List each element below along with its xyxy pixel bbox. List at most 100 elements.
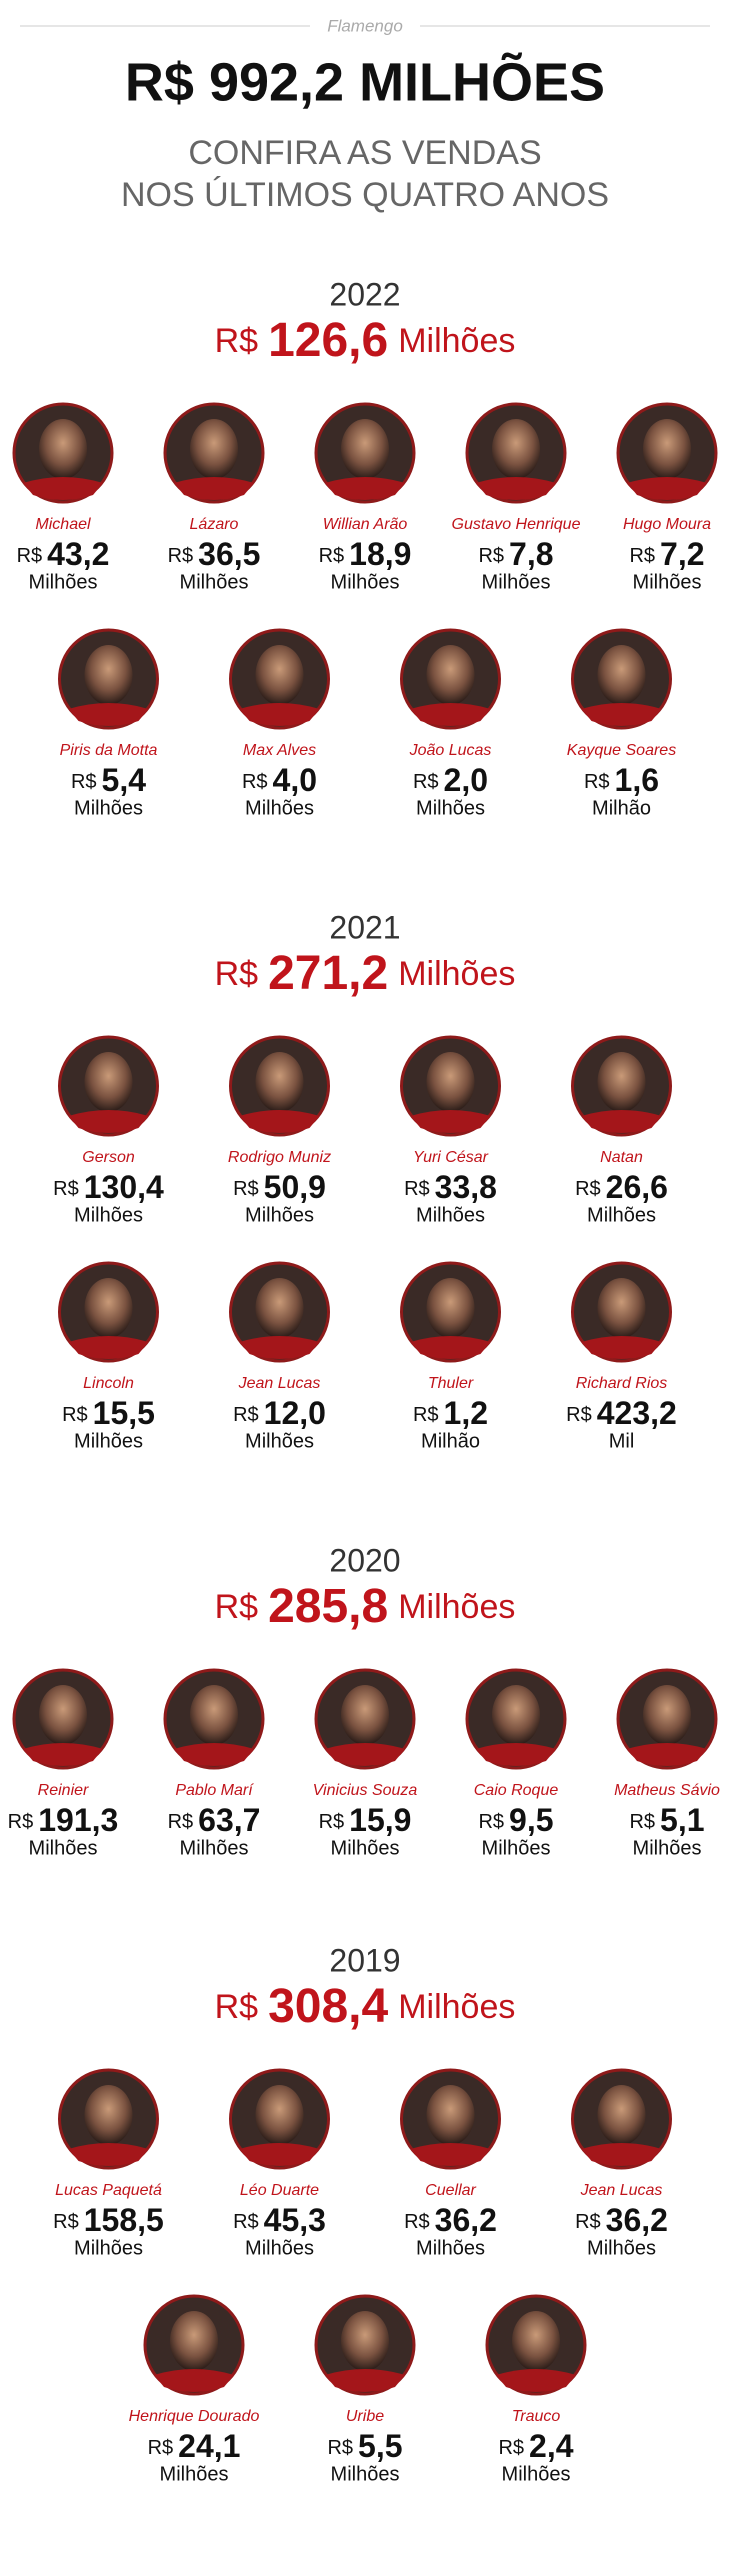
player-value: R$ 130,4 xyxy=(53,1169,164,1205)
player-value: R$ 15,9 xyxy=(319,1802,412,1838)
player-shirt xyxy=(325,1743,405,1766)
value-amount: 12,0 xyxy=(264,1395,326,1431)
value-currency: R$ xyxy=(575,2211,601,2233)
player-shirt xyxy=(476,477,556,500)
player-shirt xyxy=(23,1743,103,1766)
value-unit: Milhões xyxy=(416,2237,485,2259)
player-value: R$ 33,8 xyxy=(404,1169,497,1205)
total-unit: Milhões xyxy=(398,322,515,360)
value-amount: 63,7 xyxy=(198,1802,260,1838)
value-unit: Milhões xyxy=(331,1837,400,1859)
value-unit: Milhões xyxy=(331,571,400,593)
value-currency: R$ xyxy=(404,1178,430,1200)
player-face xyxy=(255,1052,304,1112)
player-face xyxy=(426,1052,475,1112)
value-currency: R$ xyxy=(53,2211,79,2233)
total-amount: 126,6 xyxy=(268,314,388,367)
player-shirt xyxy=(174,1743,254,1766)
player-face xyxy=(512,2311,560,2371)
value-amount: 36,5 xyxy=(198,536,260,572)
year: 2022 xyxy=(329,276,400,312)
value-unit: Milhões xyxy=(482,571,551,593)
player-name: Gustavo Henrique xyxy=(452,516,581,533)
player-value: R$ 9,5 xyxy=(478,1802,553,1838)
player-shirt xyxy=(239,2143,320,2166)
player-face xyxy=(84,1052,133,1112)
player-name: Max Alves xyxy=(243,742,316,759)
value-amount: 15,5 xyxy=(93,1395,155,1431)
player-face xyxy=(255,1278,304,1338)
player-shirt xyxy=(410,2143,491,2166)
player-value: R$ 191,3 xyxy=(8,1802,119,1838)
total-amount: 308,4 xyxy=(268,1980,388,2033)
player-shirt xyxy=(239,703,320,726)
value-unit: Milhões xyxy=(29,1837,98,1859)
player-face xyxy=(341,2311,389,2371)
player-face xyxy=(170,2311,218,2371)
player-value: R$ 423,2 xyxy=(566,1395,677,1431)
value-amount: 158,5 xyxy=(84,2202,164,2238)
value-amount: 24,1 xyxy=(178,2428,240,2464)
player-name: Matheus Sávio xyxy=(614,1782,720,1799)
player-face xyxy=(426,2085,475,2145)
value-currency: R$ xyxy=(319,545,345,567)
value-unit: Milhões xyxy=(180,1837,249,1859)
player-value: R$ 15,5 xyxy=(62,1395,155,1431)
value-amount: 5,5 xyxy=(358,2428,402,2464)
value-unit: Milhões xyxy=(502,2463,571,2485)
player-name: Hugo Moura xyxy=(623,516,711,533)
player-value: R$ 36,2 xyxy=(404,2202,497,2238)
year: 2021 xyxy=(329,909,400,945)
value-amount: 5,4 xyxy=(102,762,147,798)
year-total: R$ 271,2 Milhões xyxy=(215,947,516,1000)
player-shirt xyxy=(325,2369,405,2392)
value-unit: Milhões xyxy=(245,1204,314,1226)
player-value: R$ 4,0 xyxy=(242,762,317,798)
player-shirt xyxy=(23,477,103,500)
player-face xyxy=(597,645,646,705)
value-amount: 43,2 xyxy=(47,536,109,572)
player-name: Lucas Paquetá xyxy=(55,2182,162,2199)
player-face xyxy=(39,419,87,479)
total-currency: R$ xyxy=(215,955,259,993)
title: R$ 992,2 MILHÕES xyxy=(125,52,605,112)
player-shirt xyxy=(239,1336,320,1359)
player-value: R$ 24,1 xyxy=(148,2428,241,2464)
player-value: R$ 5,5 xyxy=(327,2428,402,2464)
value-currency: R$ xyxy=(478,545,504,567)
value-unit: Milhões xyxy=(74,2237,143,2259)
player-shirt xyxy=(410,703,491,726)
value-amount: 2,4 xyxy=(529,2428,574,2464)
value-currency: R$ xyxy=(8,1811,34,1833)
player-name: Rodrigo Muniz xyxy=(228,1149,331,1166)
value-currency: R$ xyxy=(404,2211,430,2233)
player-name: Vinicius Souza xyxy=(313,1782,418,1799)
value-unit: Milhões xyxy=(633,1837,702,1859)
player-face xyxy=(643,419,691,479)
total-unit: Milhões xyxy=(398,1988,515,2026)
value-currency: R$ xyxy=(629,545,655,567)
player-value: R$ 43,2 xyxy=(17,536,110,572)
value-amount: 15,9 xyxy=(349,1802,411,1838)
player-face xyxy=(426,1278,475,1338)
total-currency: R$ xyxy=(215,1588,259,1626)
value-unit: Milhões xyxy=(29,571,98,593)
value-unit: Milhões xyxy=(416,1204,485,1226)
player-value: R$ 26,6 xyxy=(575,1169,668,1205)
year-total: R$ 126,6 Milhões xyxy=(215,314,516,367)
player-face xyxy=(597,1278,646,1338)
total-currency: R$ xyxy=(215,322,259,360)
player-name: Léo Duarte xyxy=(240,2182,319,2199)
